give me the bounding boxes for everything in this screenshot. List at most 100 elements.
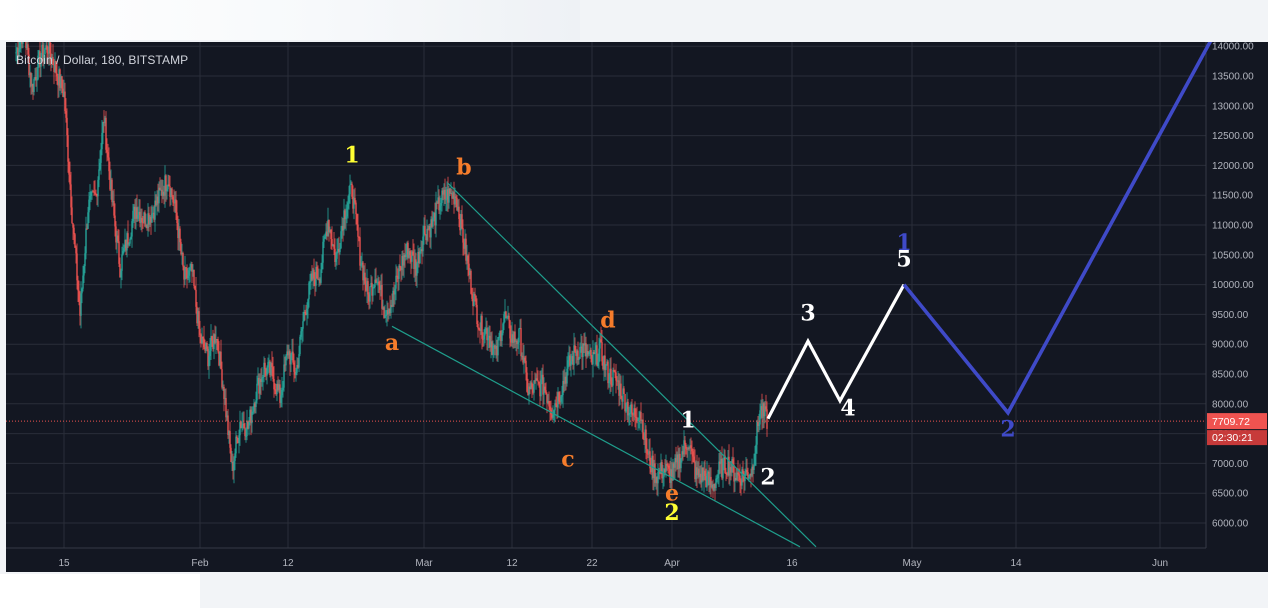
candle-body (427, 228, 429, 230)
candle-body (549, 406, 551, 410)
candle-body (237, 438, 239, 443)
candle-body (578, 358, 580, 360)
candle-body (587, 351, 589, 355)
candle-body (81, 288, 83, 294)
candle-body (43, 53, 45, 61)
candle-body (212, 340, 214, 350)
candle-body (435, 202, 437, 226)
candle-body (327, 219, 329, 236)
candle-body (71, 207, 73, 224)
candle-body (285, 355, 287, 366)
projection-blue-path (902, 42, 1213, 416)
candle-body (233, 460, 235, 471)
y-tick-label: 9500.00 (1212, 310, 1249, 321)
candle-body (227, 415, 229, 436)
candle-body (360, 264, 362, 266)
price-chart[interactable]: 6000.006500.007000.007500.008000.008500.… (6, 42, 1268, 572)
candle-body (337, 249, 339, 252)
candle-body (41, 44, 43, 58)
candle-body (193, 269, 195, 287)
projection-white-path (766, 283, 906, 420)
candle-body (63, 91, 65, 97)
candle-body (262, 377, 264, 379)
candle-body (355, 202, 357, 215)
candle-body (674, 458, 676, 468)
candle-body (35, 77, 37, 81)
candle-body (110, 179, 112, 190)
candle-body (456, 197, 458, 211)
candle-body (758, 424, 760, 426)
candle-body (162, 191, 164, 196)
candle-body (381, 284, 383, 309)
candle-body (50, 53, 52, 62)
candle-body (635, 416, 637, 418)
candle-body (470, 270, 472, 294)
candle-body (255, 400, 257, 407)
trendline-lower (391, 325, 801, 548)
candle-body (420, 249, 422, 252)
candle-body (443, 189, 445, 195)
candle-body (15, 52, 17, 54)
candle-body (469, 270, 471, 276)
candle-body (752, 466, 754, 471)
candle-body (160, 189, 162, 191)
candle-body (171, 188, 173, 197)
candle-body (700, 473, 702, 483)
candle-body (91, 191, 93, 193)
candle-body (252, 411, 254, 413)
candle-body (307, 299, 309, 310)
candle-body (766, 409, 768, 429)
candle-body (441, 190, 443, 203)
candle-body (612, 369, 614, 386)
y-tick-label: 10500.00 (1212, 250, 1254, 261)
candle-body (501, 333, 503, 342)
candle-body (749, 473, 751, 478)
candle-body (479, 329, 481, 331)
candle-body (143, 212, 145, 223)
candle-body (123, 248, 125, 252)
candle-body (647, 453, 649, 455)
candle-body (666, 464, 668, 466)
x-tick-label: Apr (664, 558, 680, 569)
candle-body (219, 351, 221, 366)
candle-body (106, 149, 108, 153)
candle-body (168, 184, 170, 187)
candle-body (421, 249, 423, 252)
candle-body (588, 351, 590, 355)
candle-body (165, 175, 167, 192)
y-tick-label: 9000.00 (1212, 340, 1249, 351)
candle-body (295, 372, 297, 375)
candle-body (716, 478, 718, 480)
candle-body (238, 435, 240, 443)
wave-label-b: b (456, 154, 471, 180)
candle-body (585, 343, 587, 357)
candle-body (378, 281, 380, 286)
candle-body (25, 42, 27, 49)
current-price-tag (1207, 413, 1267, 430)
chart-panel[interactable]: 6000.006500.007000.007500.008000.008500.… (6, 42, 1268, 572)
candle-body (452, 192, 454, 199)
candle-body (203, 338, 205, 348)
candle-body (365, 283, 367, 291)
candle-body (522, 355, 524, 363)
candle-body (463, 242, 465, 249)
candle-body (564, 376, 566, 384)
candle-body (648, 451, 650, 454)
candle-body (426, 228, 428, 241)
y-tick-label: 11000.00 (1212, 221, 1253, 232)
candle-body (47, 52, 49, 54)
candle-body (309, 281, 311, 283)
candle-body (438, 197, 440, 211)
candle-body (210, 336, 212, 351)
candle-body (632, 414, 634, 416)
candle-body (660, 462, 662, 474)
wave-label-a: a (385, 330, 399, 356)
candle-body (194, 286, 196, 290)
candle-body (474, 293, 476, 296)
candle-body (669, 468, 671, 483)
candle-body (596, 345, 598, 366)
candle-body (66, 117, 68, 136)
candle-body (746, 469, 748, 473)
symbol-title: Bitcoin / Dollar, 180, BITSTAMP (16, 53, 189, 67)
candle-body (137, 215, 139, 219)
